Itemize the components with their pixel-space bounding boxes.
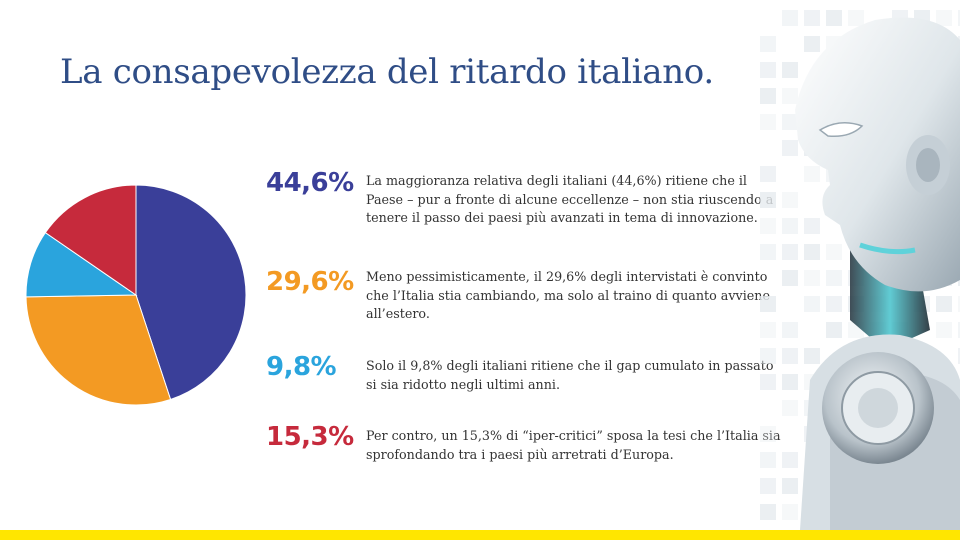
slide-title: La consapevolezza del ritardo italiano. xyxy=(60,52,714,92)
stat-description: La maggioranza relativa degli italiani (… xyxy=(366,173,774,225)
stat-description: Solo il 9,8% degli italiani ritiene che … xyxy=(366,358,774,392)
pie-slice xyxy=(135,184,247,401)
stat-value: 29,6% xyxy=(266,267,354,297)
robot-head-icon xyxy=(760,10,960,530)
pie-chart xyxy=(25,184,247,406)
stat-value: 9,8% xyxy=(266,352,337,382)
pie-slice xyxy=(44,184,137,296)
stat-description: Per contro, un 15,3% di “iper-critici” s… xyxy=(366,428,781,462)
bottom-accent-bar xyxy=(0,530,960,540)
stat-value: 15,3% xyxy=(266,422,354,452)
stat-description: Meno pessimisticamente, il 29,6% degli i… xyxy=(366,269,770,321)
stat-value: 44,6% xyxy=(266,168,354,198)
pie-slice xyxy=(25,294,172,406)
